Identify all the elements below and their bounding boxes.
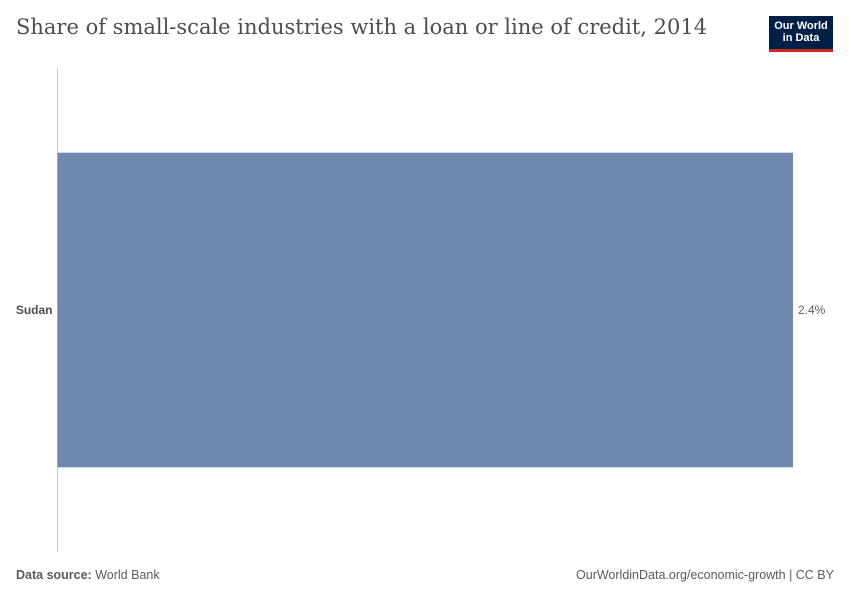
data-source-label: Data source: bbox=[16, 568, 92, 582]
source-link[interactable]: OurWorldinData.org/economic-growth | CC … bbox=[576, 568, 834, 582]
category-label: Sudan bbox=[16, 303, 53, 317]
logo-line-2: in Data bbox=[782, 32, 820, 44]
data-source: Data source: World Bank bbox=[16, 568, 160, 582]
data-source-value: World Bank bbox=[95, 568, 160, 582]
owid-logo[interactable]: Our World in Data bbox=[769, 16, 833, 52]
value-label: 2.4% bbox=[798, 303, 826, 317]
bar-sudan[interactable] bbox=[57, 152, 794, 468]
chart-title: Share of small-scale industries with a l… bbox=[16, 15, 708, 39]
logo-line-1: Our World bbox=[774, 20, 828, 32]
